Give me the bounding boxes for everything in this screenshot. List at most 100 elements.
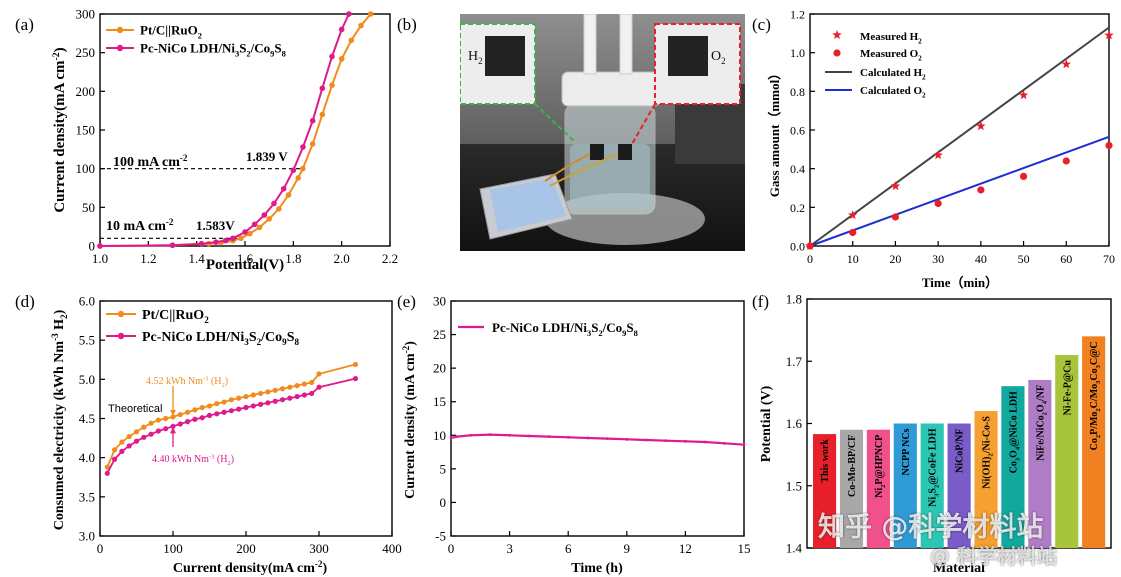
d-data-point xyxy=(177,421,183,427)
chart-f-potential-comparison: 1.4 1.5 1.6 1.7 1.8 This work Co-Mo-BP/CF Ni2P@… xyxy=(759,292,1112,576)
a-data-point xyxy=(299,165,306,172)
panel-d-tag: (d) xyxy=(15,292,35,311)
d-data-point xyxy=(236,395,242,401)
panel-b-tag: (b) xyxy=(397,15,417,34)
d-data-point xyxy=(221,409,227,415)
d-data-point xyxy=(185,409,191,415)
chart-a-polarization: 1.0 1.2 1.4 1.6 1.8 2.0 2.2 0 50 100 150 200 250 300 1… xyxy=(51,7,398,274)
c-measured-o2-point xyxy=(891,213,900,221)
d-data-point xyxy=(112,456,118,462)
panel-e-tag: (e) xyxy=(397,292,416,311)
c-x-tick-label: 50 xyxy=(1018,252,1030,266)
c-measured-h2-point xyxy=(976,121,986,131)
d-data-point xyxy=(243,404,249,411)
c-measured-o2-point xyxy=(977,186,985,194)
a-data-point xyxy=(222,237,229,244)
a-data-point xyxy=(261,212,268,218)
a-data-point xyxy=(285,192,292,198)
d-data-point xyxy=(192,407,198,413)
c-measured-o2-point xyxy=(1105,141,1113,150)
d-data-point xyxy=(133,438,140,444)
a-data-point xyxy=(230,235,236,242)
a-data-point xyxy=(169,242,176,249)
f-bar xyxy=(1028,379,1052,548)
d-data-point xyxy=(279,386,286,392)
c-y-tick-label: 0.8 xyxy=(790,85,805,99)
c-x-tick-label: 20 xyxy=(889,252,901,266)
f-y-tick-label: 1.5 xyxy=(786,478,802,493)
e-x-tick-label: 6 xyxy=(565,541,572,556)
electrolyzer-photo xyxy=(460,14,745,251)
d-x-tick-label: 0 xyxy=(97,541,104,556)
c-measured-h2-point xyxy=(848,210,858,220)
d-x-tick-label: 200 xyxy=(236,541,256,556)
e-data-point xyxy=(469,433,472,437)
a-data-point xyxy=(309,141,316,147)
f-y-tick-label: 1.4 xyxy=(786,541,803,556)
a-y-tick-label: 150 xyxy=(76,123,96,138)
a-data-point xyxy=(300,144,306,150)
d-data-point xyxy=(148,431,154,437)
e-data-point xyxy=(625,437,629,441)
c-y-tick-label: 0.4 xyxy=(790,162,805,176)
f-bar-label: Ni-Fe-P@Cu xyxy=(1062,360,1073,416)
e-data-point xyxy=(742,443,746,447)
d-data-point xyxy=(206,403,213,409)
a-x-tick-label: 1.8 xyxy=(285,251,301,266)
a-y-tick-label: 200 xyxy=(76,84,96,99)
c-y-tick-label: 0.6 xyxy=(790,124,805,138)
d-data-point xyxy=(199,415,205,421)
d-data-point xyxy=(228,397,234,403)
d-data-point xyxy=(352,375,359,382)
d-annotation-arrowhead xyxy=(170,409,176,416)
e-series-line xyxy=(450,433,745,446)
e-x-tick-label: 15 xyxy=(738,541,751,556)
watermark-sub: @ 科学材料站 xyxy=(930,544,1057,568)
d-legend-label: Pc-NiCo LDH/Ni3S2/Co9S8 xyxy=(142,330,300,347)
f-bar xyxy=(839,429,864,548)
a-data-point xyxy=(295,175,301,181)
d-y-tick-label: 6.0 xyxy=(79,294,95,309)
chart-d-consumed-electricity: 0 100 200 300 400 3.0 3.5 4.0 4.5 5.0 5.5 6.0 4.52 k… xyxy=(50,294,402,577)
c-y-axis-label: Gass amount（mmol） xyxy=(767,67,782,197)
d-data-point xyxy=(192,416,198,422)
c-x-tick-label: 10 xyxy=(847,252,859,266)
d-data-point xyxy=(250,403,256,409)
a-data-point xyxy=(238,235,244,242)
c-y-tick-label: 0.0 xyxy=(790,240,805,254)
a-data-point xyxy=(348,37,355,44)
f-bar xyxy=(1082,336,1106,548)
e-y-tick-label: 25 xyxy=(433,327,446,342)
e-y-tick-label: 0 xyxy=(440,495,447,510)
f-x-axis-label: Material xyxy=(933,561,985,576)
f-bar xyxy=(866,429,890,548)
d-data-point xyxy=(170,414,176,420)
f-bar-label: Co-Mo-BP/CF xyxy=(847,435,858,497)
d-y-tick-label: 5.5 xyxy=(79,333,95,348)
d-data-point xyxy=(119,448,125,454)
d-data-point xyxy=(214,411,220,417)
a-legend-label: Pc-NiCo LDH/Ni3S2/Co9S8 xyxy=(140,41,286,59)
f-bar-label: Ni2P@HPNCP xyxy=(874,435,887,498)
f-bar xyxy=(947,423,971,548)
d-data-point xyxy=(163,415,169,422)
d-data-point xyxy=(221,399,227,405)
c-measured-h2-point xyxy=(1104,30,1114,40)
d-data-point xyxy=(177,411,183,418)
a-x-tick-label: 2.2 xyxy=(382,251,398,266)
d-legend-label: Pt/C||RuO2 xyxy=(142,308,209,325)
c-legend-label: Calculated O2 xyxy=(860,85,926,99)
d-data-point xyxy=(294,383,300,389)
d-y-tick-label: 3.5 xyxy=(79,489,95,504)
f-y-axis-label: Potential (V) xyxy=(759,385,774,462)
d-y-tick-label: 5.0 xyxy=(79,372,95,387)
d-y-tick-label: 4.0 xyxy=(79,450,95,465)
e-data-point xyxy=(449,436,453,440)
c-x-tick-label: 30 xyxy=(932,252,944,266)
e-y-tick-label: 15 xyxy=(433,394,446,409)
d-y-tick-label: 3.0 xyxy=(79,529,95,544)
a-x-tick-label: 1.4 xyxy=(189,251,206,266)
f-bar-label: Co2P/Mo2C/Mo3Co3C@C xyxy=(1089,341,1102,450)
a-legend-label: Pt/C||RuO2 xyxy=(140,23,202,41)
